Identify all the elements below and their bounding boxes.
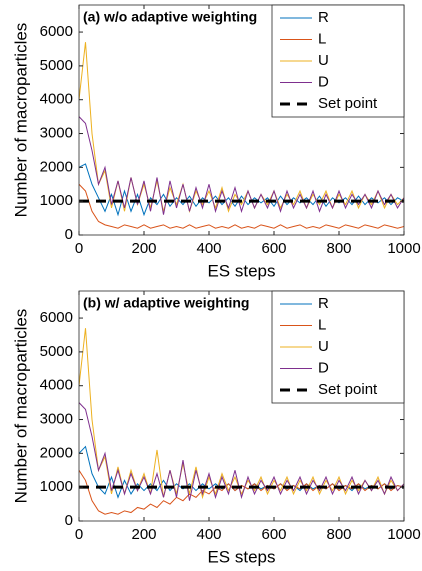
axes-box — [78, 290, 405, 522]
series-line — [79, 328, 404, 500]
y-tick-label: 0 — [65, 226, 73, 243]
x-tick-label: 200 — [131, 526, 156, 543]
series-line — [79, 163, 404, 217]
x-tick-label: 400 — [196, 240, 221, 257]
y-tick-label: 4000 — [40, 377, 73, 394]
series-line — [79, 402, 404, 501]
legend-label: R — [318, 295, 329, 312]
legend-label: L — [318, 316, 326, 333]
x-tick-label: 1000 — [387, 240, 420, 257]
y-tick-label: 6000 — [40, 309, 73, 326]
legend-label: R — [318, 9, 329, 26]
legend-label: U — [318, 338, 329, 355]
y-tick-label: 6000 — [40, 23, 73, 40]
series-line — [79, 116, 404, 215]
legend-label: D — [318, 359, 329, 376]
y-tick-label: 4000 — [40, 91, 73, 108]
y-tick-label: 2000 — [40, 158, 73, 175]
y-tick-label: 2000 — [40, 444, 73, 461]
subplot: 0 1000 2000 3000 4000 5000 6000 0 200 400 600 800 10… — [11, 4, 421, 280]
legend-label: Set point — [318, 95, 378, 112]
y-tick-label: 5000 — [40, 343, 73, 360]
chart-title: (b) w/ adaptive weighting — [83, 295, 249, 311]
y-axis-label: Number of macroparticles — [11, 309, 30, 504]
x-tick-label: 0 — [75, 240, 83, 257]
x-tick-label: 1000 — [387, 526, 420, 543]
y-axis-label: Number of macroparticles — [11, 23, 30, 218]
y-tick-label: 3000 — [40, 124, 73, 141]
y-tick-label: 1000 — [40, 192, 73, 209]
y-tick-label: 1000 — [40, 478, 73, 495]
x-tick-label: 400 — [196, 526, 221, 543]
x-tick-label: 200 — [131, 240, 156, 257]
axes-box — [78, 4, 405, 236]
series-line — [79, 469, 404, 515]
series-line — [79, 183, 404, 229]
x-tick-label: 800 — [326, 526, 351, 543]
legend-label: D — [318, 73, 329, 90]
plot — [79, 42, 404, 229]
y-tick-label: 5000 — [40, 57, 73, 74]
x-axis-label: ES steps — [207, 261, 275, 280]
x-tick-label: 600 — [261, 240, 286, 257]
subplot: 0 1000 2000 3000 4000 5000 6000 0 200 400 600 800 10… — [11, 290, 421, 566]
y-tick-label: 3000 — [40, 410, 73, 427]
legend-label: Set point — [318, 381, 378, 398]
y-tick-label: 0 — [65, 512, 73, 529]
x-tick-label: 800 — [326, 240, 351, 257]
x-tick-label: 600 — [261, 526, 286, 543]
legend-label: U — [318, 52, 329, 69]
legend-label: L — [318, 30, 326, 47]
x-tick-label: 0 — [75, 526, 83, 543]
chart-title: (a) w/o adaptive weighting — [83, 9, 257, 25]
plot — [79, 328, 404, 515]
x-axis-label: ES steps — [207, 547, 275, 566]
